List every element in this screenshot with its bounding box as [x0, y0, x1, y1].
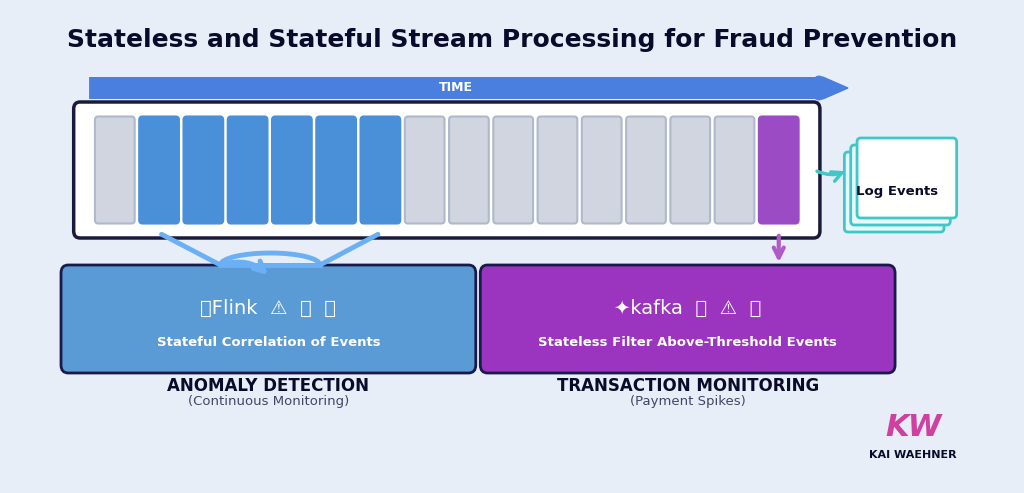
FancyBboxPatch shape: [851, 145, 950, 225]
FancyBboxPatch shape: [360, 116, 400, 223]
Text: 🔥Flink  ⚠  📊  🔍: 🔥Flink ⚠ 📊 🔍: [201, 298, 337, 317]
Text: Stateless Filter Above-Threshold Events: Stateless Filter Above-Threshold Events: [539, 336, 838, 349]
Text: Stateful Correlation of Events: Stateful Correlation of Events: [157, 336, 380, 349]
Text: TRANSACTION MONITORING: TRANSACTION MONITORING: [557, 377, 819, 395]
FancyBboxPatch shape: [480, 265, 895, 373]
Text: ✦kafka  👤  ⚠  〜: ✦kafka 👤 ⚠ 〜: [614, 298, 762, 317]
FancyBboxPatch shape: [671, 116, 710, 223]
FancyBboxPatch shape: [272, 116, 311, 223]
Text: Log Events: Log Events: [856, 185, 938, 199]
FancyBboxPatch shape: [715, 116, 755, 223]
Text: KAI WAEHNER: KAI WAEHNER: [869, 450, 957, 460]
FancyBboxPatch shape: [183, 116, 223, 223]
FancyBboxPatch shape: [759, 116, 799, 223]
Text: ANOMALY DETECTION: ANOMALY DETECTION: [167, 377, 370, 395]
FancyBboxPatch shape: [139, 116, 179, 223]
FancyBboxPatch shape: [538, 116, 578, 223]
FancyBboxPatch shape: [494, 116, 534, 223]
FancyBboxPatch shape: [74, 102, 820, 238]
FancyBboxPatch shape: [316, 116, 356, 223]
Text: (Continuous Monitoring): (Continuous Monitoring): [187, 395, 349, 408]
Text: KW: KW: [885, 414, 941, 443]
FancyBboxPatch shape: [857, 138, 956, 218]
FancyBboxPatch shape: [89, 77, 822, 99]
Polygon shape: [822, 77, 848, 99]
Text: TIME: TIME: [439, 81, 473, 95]
FancyBboxPatch shape: [845, 152, 944, 232]
FancyBboxPatch shape: [227, 116, 267, 223]
FancyBboxPatch shape: [61, 265, 476, 373]
Text: Stateless and Stateful Stream Processing for Fraud Prevention: Stateless and Stateful Stream Processing…: [67, 28, 957, 52]
FancyBboxPatch shape: [626, 116, 666, 223]
FancyBboxPatch shape: [450, 116, 488, 223]
FancyBboxPatch shape: [582, 116, 622, 223]
Text: (Payment Spikes): (Payment Spikes): [630, 395, 745, 408]
FancyBboxPatch shape: [95, 116, 135, 223]
FancyBboxPatch shape: [404, 116, 444, 223]
